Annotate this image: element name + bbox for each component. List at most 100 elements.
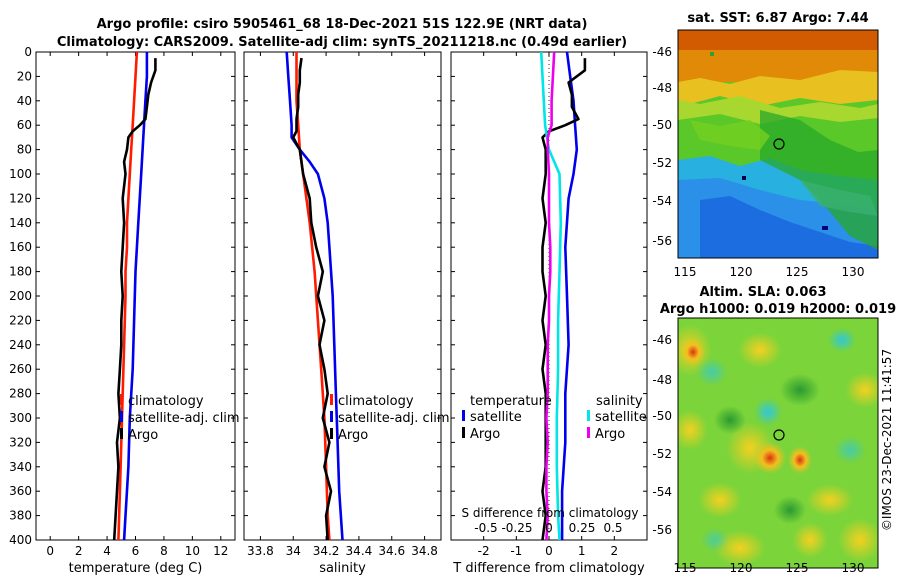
map-y-tick: -46 — [652, 45, 672, 59]
x-tick-label: 0 — [545, 544, 553, 558]
x-tick-label: 4 — [103, 544, 111, 558]
y-tick-label: 140 — [9, 216, 32, 230]
map-x-tick: 115 — [674, 265, 697, 279]
map-y-tick: -52 — [652, 447, 672, 461]
legend-label-satellite: satellite-adj. clim — [128, 411, 240, 426]
legend-swatch-argo — [330, 428, 333, 439]
difference-panel: -2 -1 0 1 2 T difference from climatology — [450, 51, 648, 576]
series-line-satellite-adj-clim — [122, 52, 149, 541]
x-tick-label: 2 — [75, 544, 83, 558]
s-diff-tick: 0.5 — [603, 521, 622, 535]
y-tick-label: 400 — [9, 533, 32, 547]
x-tick-label: 8 — [160, 544, 168, 558]
y-tick-label: 340 — [9, 460, 32, 474]
map-y-tick: -52 — [652, 156, 672, 170]
legend-swatch-climatology — [330, 394, 333, 405]
legend-swatch-satellite — [120, 411, 123, 422]
sla-xticks: 115 120 125 130 — [674, 561, 865, 575]
map-y-tick: -48 — [652, 81, 672, 95]
y-tick-label: 0 — [24, 45, 32, 59]
map-x-tick: 120 — [730, 265, 753, 279]
sla-map: Altim. SLA: 0.063 Argo h1000: 0.019 h200… — [652, 285, 896, 575]
x-tick-label: 34.8 — [411, 544, 438, 558]
sla-yticks: -46 -48 -50 -52 -54 -56 — [652, 333, 672, 537]
imos-timestamp: ©IMOS 23-Dec-2021 11:41:57 — [880, 349, 894, 531]
x-axis-label: temperature (deg C) — [69, 561, 203, 576]
map-x-tick: 125 — [786, 561, 809, 575]
figure-title-line2: Climatology: CARS2009. Satellite-adj cli… — [57, 35, 627, 50]
y-tick-label: 240 — [9, 338, 32, 352]
x-tick-label: 34 — [286, 544, 301, 558]
y-tick-label: 220 — [9, 313, 32, 327]
map-x-tick: 115 — [674, 561, 697, 575]
y-tick-label: 120 — [9, 191, 32, 205]
legend-title-temperature: temperature — [470, 394, 552, 409]
x-tick-label: 33.8 — [247, 544, 274, 558]
salinity-panel: 33.8 34 34.2 34.4 34.6 34.8 salinity — [243, 51, 442, 576]
y-tick-label: 60 — [17, 118, 32, 132]
y-tick-label: 180 — [9, 265, 32, 279]
temperature-panel: 0204060801001201401601802002202402602803… — [9, 45, 236, 576]
sla-field — [678, 318, 878, 568]
legend-label-climatology: climatology — [338, 394, 414, 409]
sla-map-title-line1: Altim. SLA: 0.063 — [700, 285, 827, 300]
series-line-argo — [291, 57, 333, 541]
map-y-tick: -56 — [652, 234, 672, 248]
map-x-tick: 130 — [842, 265, 865, 279]
map-y-tick: -56 — [652, 523, 672, 537]
legend-swatch-s-argo — [587, 427, 590, 438]
sst-xticks: 115 120 125 130 — [674, 265, 865, 279]
map-y-tick: -50 — [652, 409, 672, 423]
sst-field — [678, 30, 878, 258]
y-tick-label: 100 — [9, 167, 32, 181]
y-tick-label: 380 — [9, 509, 32, 523]
legend-swatch-s-satellite — [587, 410, 590, 421]
map-y-tick: -50 — [652, 118, 672, 132]
salinity-legend: climatology satellite-adj. clim Argo — [330, 394, 450, 443]
x-tick-label: 34.6 — [378, 544, 405, 558]
x-tick-label: 34.2 — [313, 544, 340, 558]
y-tick-label: 260 — [9, 362, 32, 376]
s-diff-tick: 0 — [545, 521, 553, 535]
y-tick-label: 300 — [9, 411, 32, 425]
y-tick-label: 200 — [9, 289, 32, 303]
series-line-t-argo — [541, 58, 587, 541]
x-tick-label: 10 — [185, 544, 200, 558]
x-tick-label: 6 — [132, 544, 140, 558]
y-tick-label: 280 — [9, 387, 32, 401]
plot-frame — [243, 51, 442, 541]
s-diff-tick: -0.5 — [474, 521, 497, 535]
x-tick-label: -2 — [478, 544, 490, 558]
y-tick-label: 80 — [17, 143, 32, 157]
argo-marker — [773, 429, 785, 441]
legend-label-s-satellite: satellite — [595, 410, 647, 425]
map-y-tick: -48 — [652, 373, 672, 387]
map-y-tick: -54 — [652, 194, 672, 208]
series-line-s-argo — [545, 51, 556, 541]
map-x-tick: 120 — [730, 561, 753, 575]
sst-map: sat. SST: 6.87 Argo: 7.44 115 120 125 13… — [652, 11, 879, 279]
figure-title-line1: Argo profile: csiro 5905461_68 18-Dec-20… — [97, 17, 588, 32]
y-tick-label: 360 — [9, 484, 32, 498]
difference-legend: temperature satellite Argo salinity sate… — [462, 394, 647, 442]
series-line-s-satellite — [539, 51, 563, 541]
legend-swatch-argo — [120, 428, 123, 439]
legend-label-s-argo: Argo — [595, 427, 625, 442]
map-y-tick: -46 — [652, 333, 672, 347]
s-diff-tick: 0.25 — [569, 521, 596, 535]
y-tick-label: 320 — [9, 435, 32, 449]
x-axis-label: T difference from climatology — [452, 561, 645, 576]
map-x-tick: 130 — [842, 561, 865, 575]
sst-map-title: sat. SST: 6.87 Argo: 7.44 — [687, 11, 868, 26]
sla-map-title-line2: Argo h1000: 0.019 h2000: 0.019 — [660, 302, 896, 317]
series-line-t-satellite — [560, 51, 579, 540]
series-line-argo — [112, 58, 157, 541]
legend-swatch-climatology — [120, 394, 123, 405]
sst-yticks: -46 -48 -50 -52 -54 -56 — [652, 45, 672, 248]
s-diff-tick: -0.25 — [501, 521, 532, 535]
legend-label-argo: Argo — [338, 428, 368, 443]
legend-label-t-argo: Argo — [470, 427, 500, 442]
legend-label-climatology: climatology — [128, 394, 204, 409]
x-tick-label: 0 — [46, 544, 54, 558]
